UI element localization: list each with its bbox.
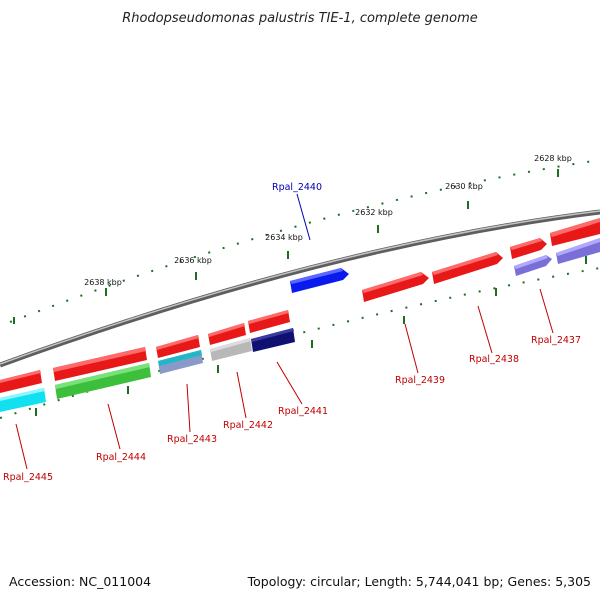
leader-rpal-2440 [296,193,311,241]
label-rpal-2439[interactable]: Rpal_2439 [395,375,445,386]
gene-rpal-2445[interactable] [0,370,42,393]
scale-label-2638: 2638 kbp [84,278,122,287]
lower-scale-track [0,267,600,419]
label-rpal-2440[interactable]: Rpal_2440 [272,182,322,193]
gene-rpal-2438[interactable] [432,252,503,284]
scale-label-2632: 2632 kbp [355,208,393,217]
label-rpal-2445[interactable]: Rpal_2445 [3,472,53,483]
scale-label-2630: 2630 kbp [445,182,483,191]
topology-text: Topology: circular; Length: 5,744,041 bp… [247,574,591,589]
gene-rpal-2437[interactable] [510,238,547,259]
label-rpal-2444[interactable]: Rpal_2444 [96,452,146,463]
leader-rpal-2438 [477,305,493,354]
scale-label-2636: 2636 kbp [174,256,212,265]
leader-rpal-2444 [107,403,121,450]
gene-right-edge-red[interactable] [550,218,600,246]
gene-rpal-2442[interactable] [208,323,246,345]
label-rpal-2441[interactable]: Rpal_2441 [278,406,328,417]
lower-major-ticks [35,256,587,416]
gene-rpal-2440[interactable] [290,268,349,293]
gene-grey[interactable] [210,338,252,361]
gene-lavender-1[interactable] [514,255,552,276]
gene-rpal-2444[interactable] [53,347,147,381]
scale-label-2628: 2628 kbp [534,154,572,163]
label-rpal-2442[interactable]: Rpal_2442 [223,420,273,431]
gene-navy[interactable] [251,328,295,352]
leader-rpal-2443 [186,383,191,433]
leader-rpal-2437 [539,288,554,334]
label-rpal-2437[interactable]: Rpal_2437 [531,335,581,346]
genome-backbone-highlight [0,210,600,365]
gene-teal[interactable] [158,350,203,374]
gene-rpal-2441[interactable] [248,310,290,333]
leader-rpal-2441 [276,361,303,405]
gene-cyan[interactable] [0,388,46,412]
leader-lines [15,193,554,470]
gene-green[interactable] [55,363,151,399]
gene-rpal-2443[interactable] [156,335,200,358]
leader-rpal-2442 [236,371,247,419]
leader-rpal-2445 [15,423,28,470]
gene-lavender-2[interactable] [556,238,600,264]
genome-backbone [0,209,600,368]
leader-rpal-2439 [404,323,419,374]
gene-rpal-2439[interactable] [362,272,429,302]
accession-text: Accession: NC_011004 [9,574,151,589]
scale-label-2634: 2634 kbp [265,233,303,242]
label-rpal-2443[interactable]: Rpal_2443 [167,434,217,445]
map-title: Rhodopseudomonas palustris TIE-1, comple… [122,11,478,26]
label-rpal-2438[interactable]: Rpal_2438 [469,354,519,365]
upper-major-ticks [13,169,559,324]
